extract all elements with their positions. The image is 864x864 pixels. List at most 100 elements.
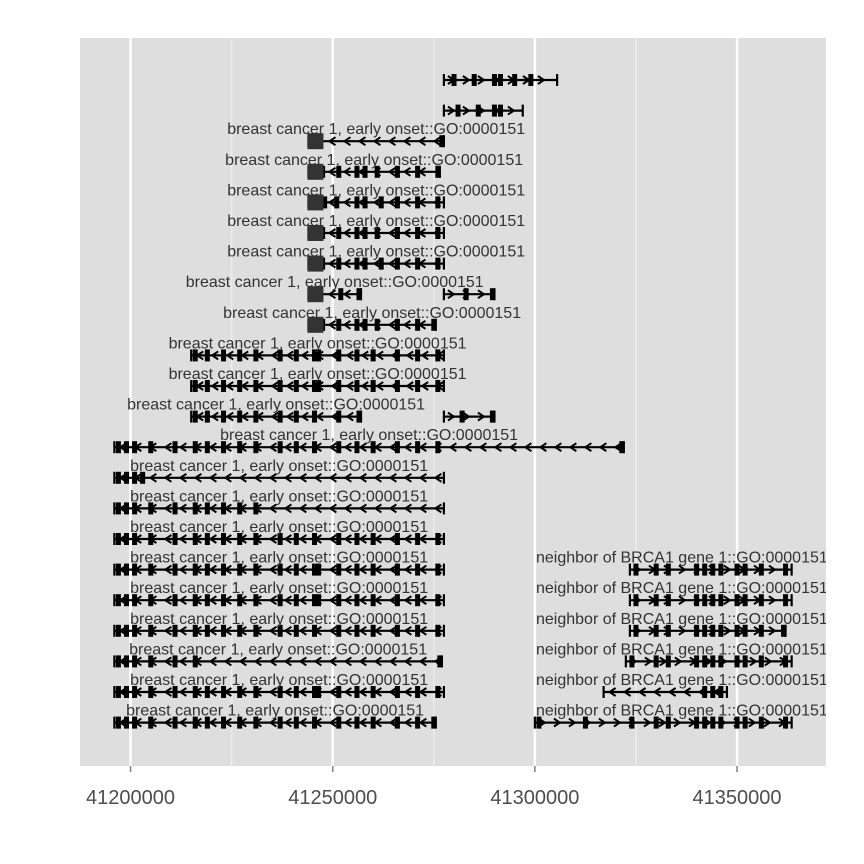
- exon-mark: [362, 257, 368, 270]
- exon-mark: [742, 655, 748, 668]
- exon-mark: [123, 624, 129, 637]
- exon-mark: [115, 686, 121, 698]
- exon-mark: [702, 594, 708, 607]
- exon-mark: [293, 594, 299, 607]
- strand-arrow: [178, 595, 187, 606]
- exon-mark: [471, 74, 477, 86]
- strand-arrow: [723, 564, 732, 575]
- strand-arrow: [330, 381, 339, 391]
- strand-arrow: [418, 717, 427, 728]
- strand-arrow: [328, 564, 337, 575]
- strand-arrow: [749, 656, 758, 667]
- x-tick-label: 41350000: [693, 787, 782, 809]
- gene-label: breast cancer 1, early onset::GO:0000151: [127, 397, 425, 414]
- strand-arrow: [402, 136, 412, 147]
- exon-mark: [362, 318, 368, 331]
- strand-arrow: [463, 442, 472, 453]
- strand-arrow: [268, 564, 277, 575]
- utr-block: [307, 255, 324, 272]
- exon-mark: [132, 655, 138, 668]
- exon-mark: [415, 686, 421, 698]
- exon-mark: [316, 563, 322, 576]
- exon-mark: [115, 624, 121, 637]
- exon-mark: [204, 594, 210, 607]
- strand-arrow: [403, 534, 412, 544]
- strand-arrow: [178, 717, 187, 728]
- exon-mark: [718, 716, 724, 729]
- strand-arrow: [768, 595, 777, 606]
- exon-mark: [172, 441, 178, 454]
- exon-mark: [354, 257, 360, 270]
- strand-arrow: [285, 381, 294, 391]
- exon-mark: [489, 288, 495, 301]
- strand-arrow: [553, 442, 562, 453]
- exon-mark: [132, 686, 138, 698]
- exon-mark: [293, 380, 299, 392]
- exon-mark: [653, 624, 659, 637]
- strand-arrow: [417, 136, 427, 147]
- exon-mark: [148, 716, 154, 729]
- strand-arrow: [372, 258, 382, 269]
- exon-mark: [293, 349, 299, 362]
- exon-mark: [115, 502, 121, 515]
- gene-track-row: breast cancer 1, early onset::GO:0000151: [227, 244, 525, 272]
- strand-arrow: [225, 350, 234, 361]
- exon-mark: [710, 655, 716, 668]
- exon-mark: [293, 533, 299, 545]
- utr-block: [307, 163, 324, 180]
- exon-mark: [253, 533, 259, 545]
- exon-mark: [742, 594, 748, 607]
- exon-mark: [491, 104, 497, 117]
- exon-mark: [115, 441, 121, 454]
- exon-mark: [783, 594, 789, 607]
- strand-arrow: [477, 411, 486, 422]
- strand-arrow: [372, 197, 382, 208]
- exon-mark: [336, 533, 342, 545]
- exon-mark: [204, 410, 210, 423]
- exon-mark: [336, 165, 342, 178]
- strand-arrow: [298, 442, 307, 453]
- exon-mark: [192, 441, 198, 454]
- exon-mark: [148, 563, 154, 576]
- strand-arrow: [342, 136, 352, 147]
- strand-arrow: [163, 625, 172, 636]
- exon-mark: [336, 594, 342, 607]
- exon-mark: [435, 686, 441, 698]
- strand-arrow: [268, 472, 277, 483]
- exon-mark: [172, 716, 178, 729]
- exon-mark: [354, 318, 360, 331]
- strand-arrow: [298, 503, 307, 514]
- exon-mark: [653, 655, 659, 668]
- strand-arrow: [163, 472, 172, 483]
- exon-mark: [172, 655, 178, 668]
- gene-label: breast cancer 1, early onset::GO:0000151: [130, 611, 428, 628]
- gene-track-row: breast cancer 1, early onset::GO:0000151…: [113, 580, 826, 607]
- exon-mark: [192, 533, 198, 545]
- exon-mark: [293, 716, 299, 729]
- exon-mark: [694, 655, 700, 668]
- strand-arrow: [403, 503, 412, 514]
- strand-arrow: [403, 687, 412, 697]
- exon-mark: [277, 624, 283, 637]
- strand-arrow: [508, 442, 517, 453]
- strand-arrow: [268, 625, 277, 636]
- strand-arrow: [268, 503, 277, 514]
- strand-arrow: [283, 717, 292, 728]
- exon-mark: [123, 502, 129, 515]
- strand-arrow: [300, 411, 309, 422]
- exon-mark: [277, 686, 283, 698]
- exon-mark: [435, 624, 441, 637]
- gene-track-row: breast cancer 1, early onset::GO:0000151…: [113, 611, 826, 637]
- exon-mark: [192, 410, 198, 423]
- strand-arrow: [674, 656, 683, 667]
- exon-mark: [491, 74, 497, 86]
- strand-arrow: [178, 564, 187, 575]
- gene-track-row: breast cancer 1, early onset::GO:0000151: [186, 274, 496, 303]
- strand-arrow: [388, 687, 397, 697]
- strand-arrow: [358, 472, 367, 483]
- exon-mark: [132, 624, 138, 637]
- exon-mark: [237, 349, 243, 362]
- strand-arrow: [163, 656, 172, 667]
- exon-mark: [322, 196, 328, 209]
- gene-track-row: breast cancer 1, early onset::GO:0000151…: [113, 703, 826, 729]
